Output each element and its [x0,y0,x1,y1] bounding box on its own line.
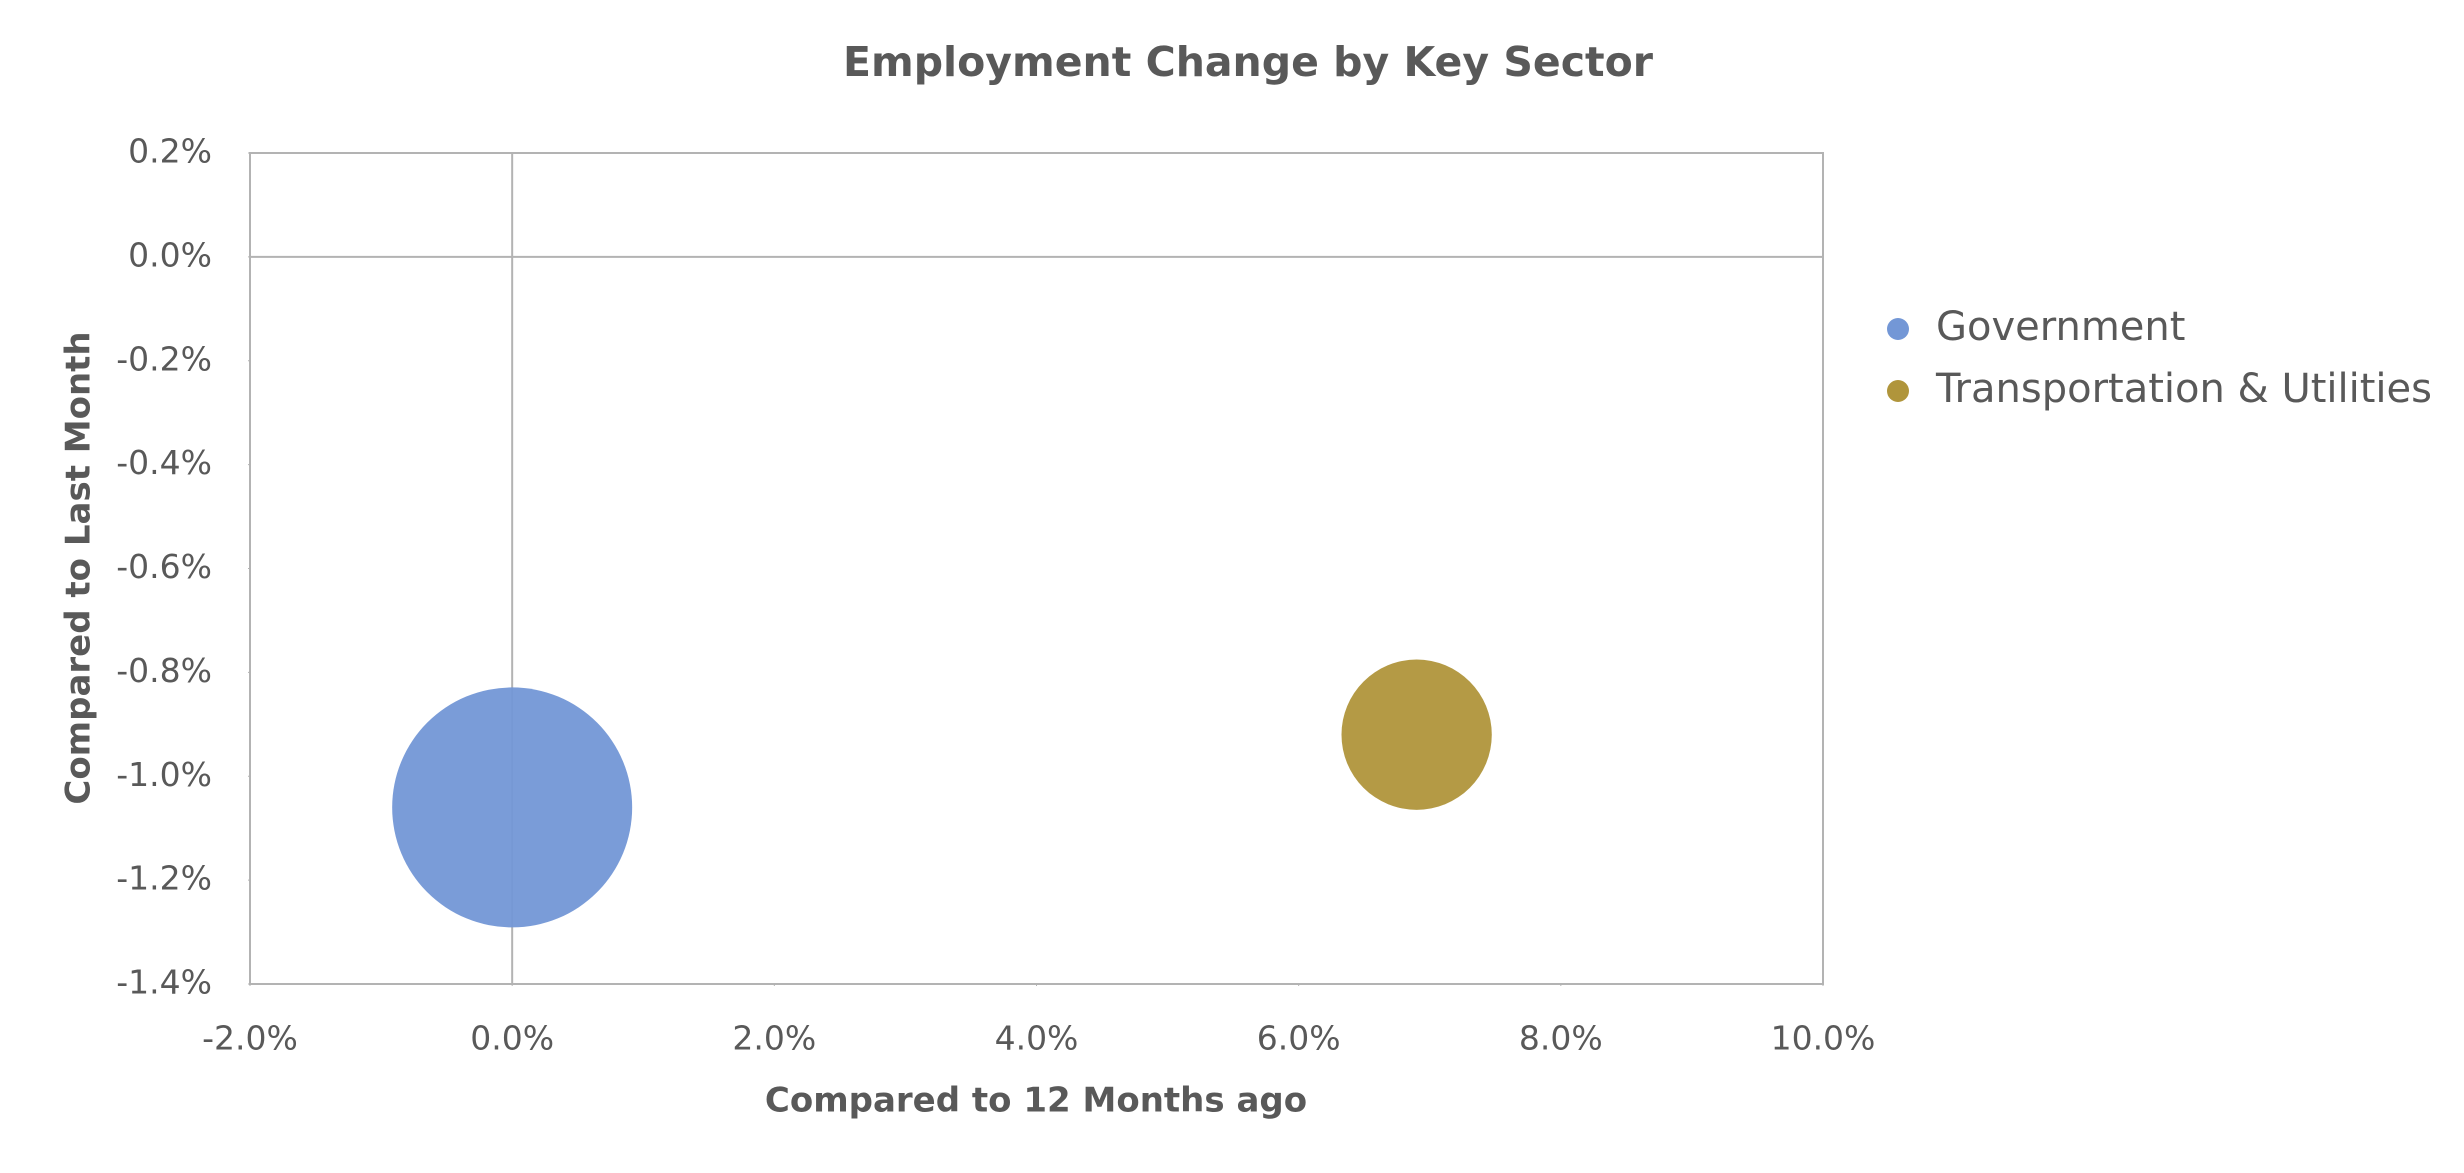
y-tick-label: -0.6% [116,547,212,586]
legend-marker [1887,380,1909,402]
legend-marker [1887,318,1909,340]
x-tick-label: 2.0% [732,1019,816,1058]
x-tick-label: 8.0% [1519,1019,1603,1058]
x-tick-label: 10.0% [1771,1019,1876,1058]
x-tick-label: -2.0% [202,1019,298,1058]
chart-title: Employment Change by Key Sector [843,38,1654,86]
x-tick-label: 4.0% [995,1019,1079,1058]
y-tick-label: 0.0% [128,235,212,274]
bubble [1341,659,1492,810]
legend-label: Transportation & Utilities [1935,366,2432,412]
x-tick-label: 6.0% [1257,1019,1341,1058]
bubble [392,687,633,928]
y-tick-label: -1.0% [116,755,212,794]
y-tick-label: -0.4% [116,443,212,482]
legend-label: Government [1936,304,2185,350]
y-tick-label: -0.8% [116,651,212,690]
x-axis-title: Compared to 12 Months ago [765,1081,1307,1121]
y-axis-title: Compared to Last Month [59,331,99,804]
y-tick-label: -1.4% [116,963,212,1002]
y-tick-label: -0.2% [116,339,212,378]
y-tick-label: -1.2% [116,859,212,898]
x-tick-label: 0.0% [470,1019,554,1058]
y-tick-label: 0.2% [128,132,212,171]
